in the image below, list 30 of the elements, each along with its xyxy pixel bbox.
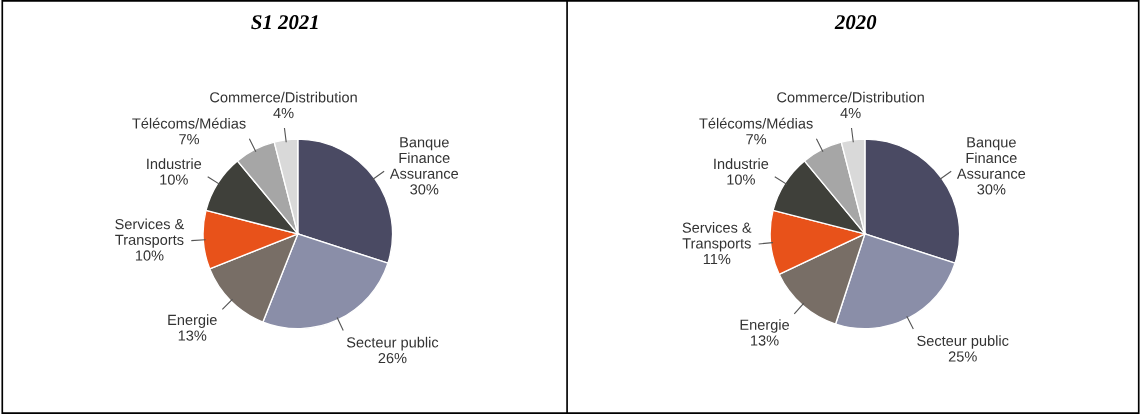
- slice-label: Banque Finance Assurance: [389, 137, 459, 179]
- slice-label: Energie: [168, 314, 217, 328]
- slice-label: Commerce/Distribution: [777, 91, 924, 103]
- slice-label: Industrie: [714, 158, 769, 170]
- slice-label: Commerce/Distribution: [210, 91, 357, 103]
- slice-label: Industrie: [147, 158, 202, 170]
- slice-label: Secteur public: [917, 335, 1009, 349]
- data-label: 7%: [746, 134, 767, 145]
- slice-label: Services & Transports: [682, 222, 752, 252]
- data-label: 25%: [948, 351, 977, 362]
- data-label: 13%: [178, 330, 207, 341]
- slice-label: Télécoms/Médias: [699, 117, 813, 129]
- slice-label: Télécoms/Médias: [132, 117, 246, 129]
- chart-title: S1 2021: [251, 15, 318, 30]
- data-label: 13%: [751, 335, 779, 346]
- data-label: 30%: [977, 184, 1006, 195]
- data-label: 4%: [840, 107, 861, 119]
- chart-title: 2020: [834, 15, 877, 30]
- data-label: 26%: [378, 352, 407, 364]
- slice-label: Energie: [740, 319, 790, 333]
- data-label: 10%: [160, 174, 188, 185]
- data-label: 10%: [727, 174, 755, 185]
- data-label: 7%: [179, 134, 200, 145]
- data-label: 11%: [703, 253, 731, 265]
- data-label: 10%: [135, 250, 164, 261]
- slice-label: Banque Finance Assurance: [956, 137, 1026, 179]
- slice-label: Services & Transports: [115, 218, 185, 248]
- data-label: 4%: [273, 107, 294, 119]
- slice-label: Secteur public: [346, 336, 439, 351]
- data-label: 30%: [410, 184, 439, 195]
